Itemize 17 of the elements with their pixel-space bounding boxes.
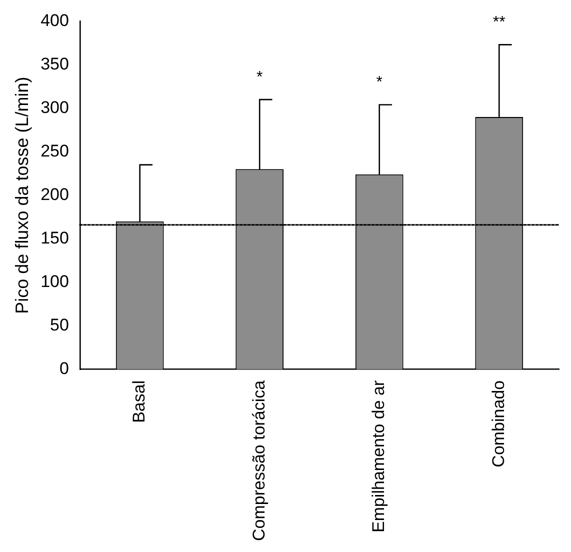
x-tick-label: Combinado	[488, 380, 508, 468]
y-tick-label: 150	[40, 228, 69, 248]
y-tick-label: 200	[40, 184, 69, 204]
y-tick-label: 100	[40, 272, 69, 292]
annotation: *	[256, 68, 263, 86]
y-tick-label: 300	[40, 98, 69, 117]
x-tick-label: Compressão torácica	[249, 380, 268, 542]
x-tick-label: Basal	[130, 380, 149, 423]
y-axis-title: Pico de fluxo da tosse (L/min)	[12, 76, 32, 314]
y-tick-label: 50	[50, 316, 69, 335]
y-tick-label: 250	[40, 141, 69, 160]
y-tick-label: 0	[59, 359, 69, 378]
annotation: **	[492, 14, 506, 32]
annotation: *	[376, 74, 382, 92]
y-tick-label: 350	[40, 54, 69, 74]
y-tick-label: 400	[40, 10, 69, 30]
x-tick-label: Empilhamento de ar	[369, 380, 388, 533]
